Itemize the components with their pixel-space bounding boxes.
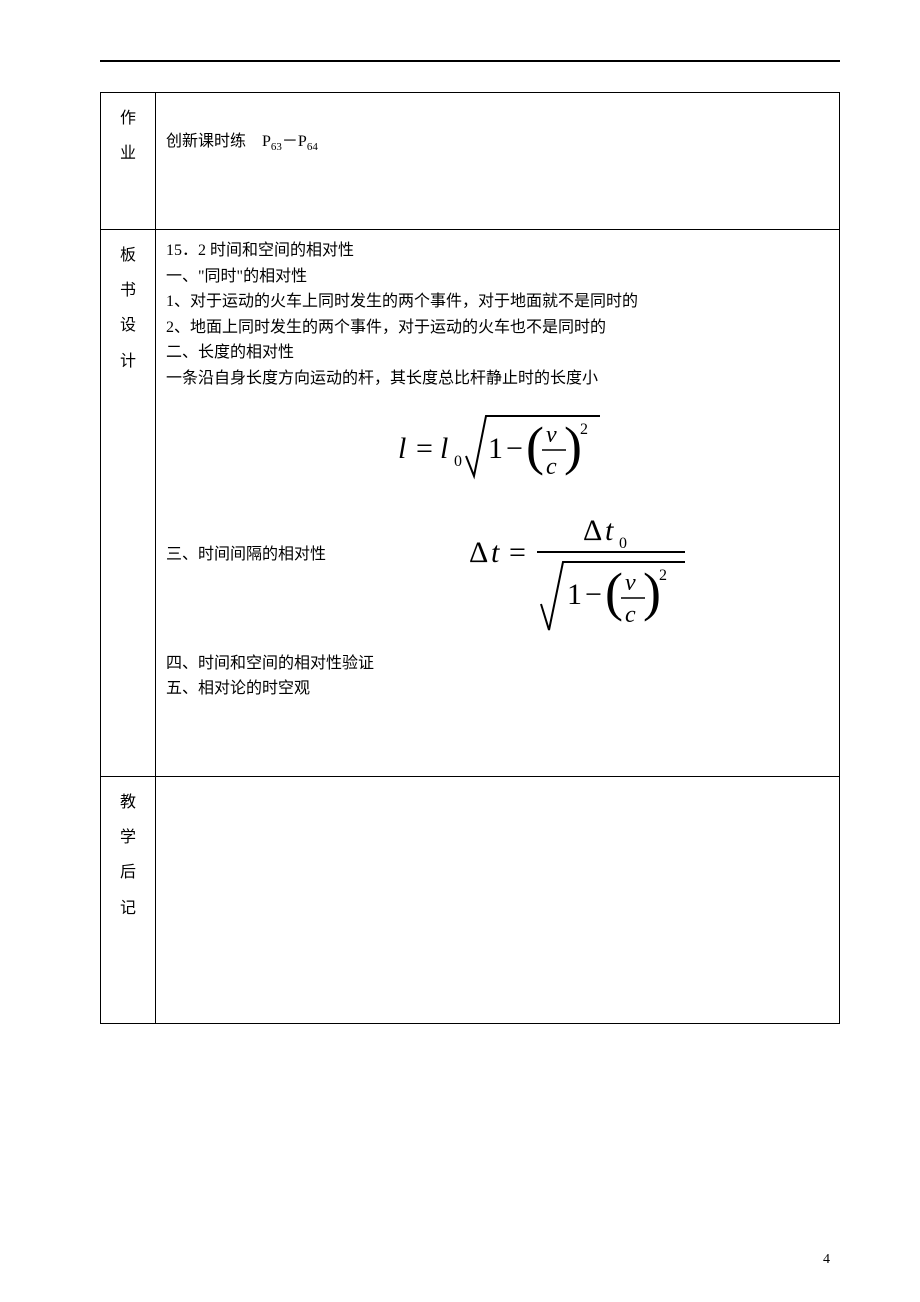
homework-text: 创新课时练 P63－P64 <box>166 101 829 157</box>
label-char: 书 <box>120 273 136 308</box>
sec1-line2: 2、地面上同时发生的两个事件，对于运动的火车也不是同时的 <box>166 315 829 341</box>
formula-length: l = l 0 1 − ( v c <box>166 398 829 507</box>
svg-text:1: 1 <box>488 432 503 465</box>
svg-text:v: v <box>546 422 557 448</box>
sec3-title: 三、时间间隔的相对性 <box>166 512 326 568</box>
label-char: 教 <box>120 785 136 820</box>
label-char: 计 <box>120 344 136 379</box>
svg-text:1: 1 <box>567 578 582 611</box>
sec3-row: 三、时间间隔的相对性 Δ t = Δ t 0 <box>166 512 829 651</box>
length-contraction-formula: l = l 0 1 − ( v c <box>388 398 608 498</box>
page-number: 4 <box>823 1252 830 1268</box>
svg-text:(: ( <box>526 416 544 476</box>
sec2-line1: 一条沿自身长度方向运动的杆，其长度总比杆静止时的长度小 <box>166 366 829 392</box>
reflect-label: 教 学 后 记 <box>111 785 145 1015</box>
board-title: 15．2 时间和空间的相对性 <box>166 238 829 264</box>
label-char: 作 <box>120 101 136 136</box>
svg-text:0: 0 <box>454 453 462 470</box>
sec4-title: 四、时间和空间的相对性验证 <box>166 651 829 677</box>
svg-text:c: c <box>625 602 636 628</box>
board-content-cell: 15．2 时间和空间的相对性 一、"同时"的相对性 1、对于运动的火车上同时发生… <box>156 230 840 777</box>
label-char: 板 <box>120 238 136 273</box>
homework-prefix: 创新课时练 P <box>166 133 271 150</box>
homework-content-cell: 创新课时练 P63－P64 <box>156 93 840 230</box>
top-rule <box>100 60 840 62</box>
label-char: 学 <box>120 820 136 855</box>
reflect-label-cell: 教 学 后 记 <box>101 777 156 1024</box>
sec1-title: 一、"同时"的相对性 <box>166 264 829 290</box>
svg-text:=: = <box>509 536 526 569</box>
svg-text:−: − <box>585 578 602 611</box>
sec1-line1: 1、对于运动的火车上同时发生的两个事件，对于地面就不是同时的 <box>166 289 829 315</box>
svg-text:l: l <box>398 432 406 465</box>
label-char: 记 <box>120 891 136 926</box>
homework-pto: 64 <box>307 141 318 153</box>
homework-pfrom: 63 <box>271 141 282 153</box>
board-label: 板 书 设 计 <box>111 238 145 768</box>
svg-text:Δ: Δ <box>469 536 488 569</box>
homework-label: 作 业 <box>111 101 145 221</box>
svg-text:0: 0 <box>619 535 627 552</box>
svg-text:Δ: Δ <box>583 514 602 547</box>
lesson-plan-table: 作 业 创新课时练 P63－P64 板 书 设 计 15． <box>100 92 840 1024</box>
svg-text:v: v <box>625 570 636 596</box>
svg-text:2: 2 <box>580 421 588 438</box>
svg-text:(: ( <box>605 562 623 622</box>
time-dilation-formula: Δ t = Δ t 0 1 <box>463 512 693 642</box>
homework-dash: －P <box>282 133 307 150</box>
svg-text:t: t <box>605 514 614 547</box>
svg-text:c: c <box>546 454 557 480</box>
label-char: 业 <box>120 136 136 171</box>
svg-text:2: 2 <box>659 567 667 584</box>
sec5-title: 五、相对论的时空观 <box>166 676 829 702</box>
svg-text:=: = <box>416 432 433 465</box>
homework-label-cell: 作 业 <box>101 93 156 230</box>
svg-text:−: − <box>506 432 523 465</box>
formula-time: Δ t = Δ t 0 1 <box>326 512 829 651</box>
svg-text:l: l <box>440 432 448 465</box>
reflect-content-cell <box>156 777 840 1024</box>
label-char: 后 <box>120 855 136 890</box>
label-char: 设 <box>120 308 136 343</box>
board-label-cell: 板 书 设 计 <box>101 230 156 777</box>
svg-text:t: t <box>491 536 500 569</box>
sec2-title: 二、长度的相对性 <box>166 340 829 366</box>
